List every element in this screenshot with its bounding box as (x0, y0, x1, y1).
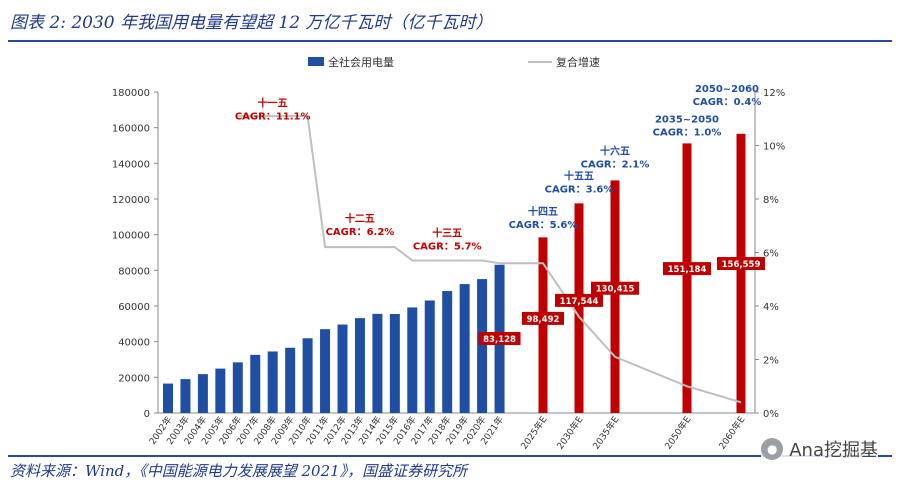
y-left-tick-label: 40000 (118, 338, 150, 349)
bar (163, 383, 173, 413)
bar (180, 379, 191, 413)
y-right-tick-label: 4% (763, 302, 779, 313)
annotation-cagr: CAGR：11.1% (235, 111, 311, 122)
annotation-period: 2050~2060 (695, 84, 759, 95)
y-right-tick-label: 6% (763, 249, 779, 260)
data-label-box (663, 262, 711, 276)
annotation-period: 十一五 (258, 96, 288, 109)
annotation-period: 十三五 (432, 226, 462, 239)
legend-line-label: 复合增速 (556, 55, 600, 69)
annotation-period: 十六五 (600, 144, 630, 157)
bar (215, 368, 226, 413)
data-label-box (555, 293, 603, 307)
bar (197, 374, 208, 413)
bar (337, 324, 348, 413)
bar (372, 313, 383, 413)
data-label: 117,544 (560, 297, 599, 307)
bar (320, 329, 331, 413)
y-left-tick-label: 140000 (112, 159, 150, 170)
bar (459, 284, 470, 413)
y-left-tick-label: 100000 (112, 231, 150, 242)
bar (424, 300, 435, 413)
x-tick-label: 2030年E (554, 414, 586, 452)
x-tick-label: 2025年E (518, 414, 550, 452)
data-label: 156,559 (722, 260, 761, 270)
bar (610, 180, 620, 413)
data-label: 130,415 (596, 285, 635, 295)
bottom-rule (8, 455, 892, 457)
y-left-tick-label: 180000 (112, 88, 150, 99)
y-right-tick-label: 0% (763, 409, 779, 420)
y-right-tick-label: 2% (763, 356, 779, 367)
annotation-cagr: CAGR：3.6% (545, 184, 614, 195)
x-tick-label: 2060年E (716, 414, 748, 452)
y-left-tick-label: 20000 (118, 373, 150, 384)
data-label-box (478, 332, 521, 345)
annotation-period: 十五五 (564, 169, 594, 182)
y-left-tick-label: 120000 (112, 195, 150, 206)
y-left-tick-label: 80000 (118, 266, 150, 277)
data-label: 83,128 (483, 335, 516, 345)
source-note: 资料来源：Wind，《中国能源电力发展展望 2021》，国盛证券研究所 (10, 462, 468, 480)
annotation-cagr: CAGR：1.0% (653, 127, 722, 138)
data-label-box (717, 257, 765, 271)
y-left-tick-label: 0 (144, 409, 150, 420)
bar (267, 351, 278, 413)
annotation-cagr: CAGR：5.6% (509, 220, 578, 231)
annotation-cagr: CAGR：6.2% (326, 227, 395, 238)
watermark: ● Ana挖掘基 (761, 436, 878, 462)
bar (442, 291, 453, 413)
bar (407, 307, 418, 413)
x-tick-label: 2050年E (662, 414, 694, 452)
annotation-period: 2035~2050 (655, 114, 719, 125)
bar (574, 203, 584, 413)
bar (250, 354, 261, 413)
wechat-icon: ● (761, 438, 784, 460)
data-label-box (591, 281, 639, 295)
x-tick-label: 2035年E (590, 414, 622, 452)
annotation-period: 十二五 (345, 212, 375, 225)
legend-bar-swatch (308, 57, 324, 66)
y-right-tick-label: 12% (763, 88, 785, 99)
annotation-cagr: CAGR：0.4% (693, 97, 762, 108)
bar (285, 347, 296, 413)
cagr-line (237, 115, 742, 404)
bar (538, 237, 548, 413)
top-rule (8, 40, 892, 42)
annotation-cagr: CAGR：2.1% (581, 159, 650, 170)
bar (682, 143, 692, 413)
y-right-tick-label: 8% (763, 195, 779, 206)
page-title: 图表 2: 2030 年我国用电量有望超 12 万亿千瓦时（亿千瓦时） (10, 13, 493, 33)
annotation-cagr: CAGR：5.7% (413, 241, 482, 252)
bar (736, 133, 746, 414)
y-left-tick-label: 160000 (112, 124, 150, 135)
bar (389, 314, 400, 413)
legend-bar-label: 全社会用电量 (328, 55, 394, 69)
bar (232, 362, 243, 413)
bar (477, 279, 488, 413)
bar (302, 338, 313, 413)
data-label: 98,492 (527, 315, 560, 325)
data-label: 151,184 (668, 265, 707, 275)
y-left-tick-label: 60000 (118, 302, 150, 313)
annotation-period: 十四五 (528, 205, 558, 218)
bar (354, 318, 365, 413)
y-right-tick-label: 10% (763, 142, 785, 153)
data-label-box (522, 311, 564, 325)
watermark-text: Ana挖掘基 (789, 440, 878, 461)
